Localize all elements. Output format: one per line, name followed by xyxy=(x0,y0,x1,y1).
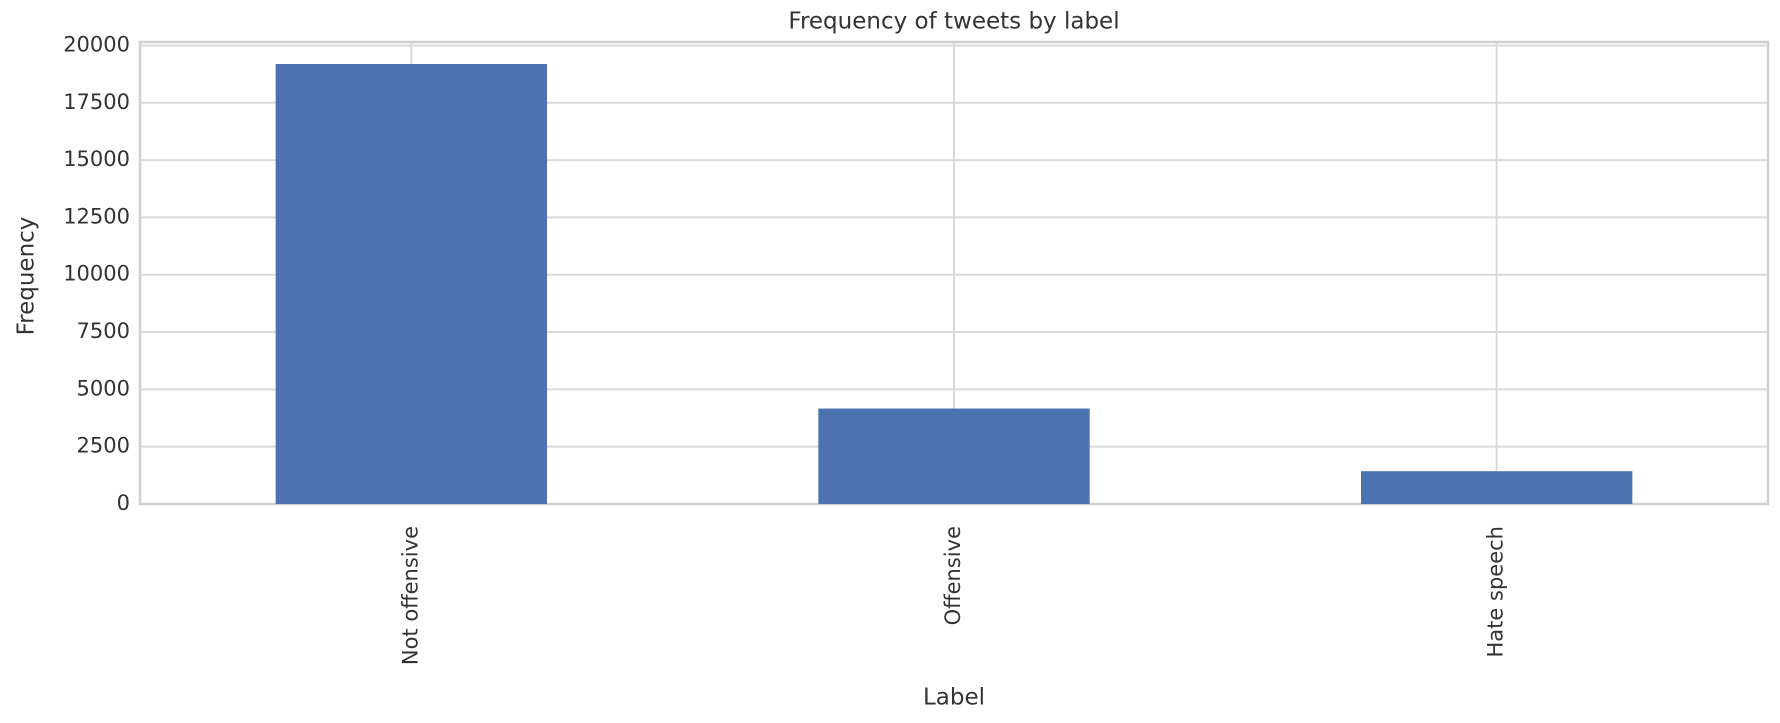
x-tick-label: Hate speech xyxy=(1484,526,1508,657)
bar xyxy=(275,64,547,504)
x-tick-label: Not offensive xyxy=(398,526,422,665)
y-tick-label: 12500 xyxy=(63,204,130,228)
y-tick-label: 20000 xyxy=(63,32,130,56)
x-tick-label: Offensive xyxy=(941,526,965,625)
y-tick-label: 5000 xyxy=(77,376,130,400)
y-tick-label: 10000 xyxy=(63,262,130,286)
bar xyxy=(1361,471,1633,504)
y-axis-label: Frequency xyxy=(14,217,40,336)
bar xyxy=(818,408,1090,504)
y-tick-label: 2500 xyxy=(77,434,130,458)
y-tick-label: 17500 xyxy=(63,90,130,114)
y-tick-label: 15000 xyxy=(63,147,130,171)
y-tick-label: 7500 xyxy=(77,319,130,343)
chart-title: Frequency of tweets by label xyxy=(788,9,1119,35)
y-tick-label: 0 xyxy=(117,491,130,515)
x-axis-label: Label xyxy=(923,685,985,711)
